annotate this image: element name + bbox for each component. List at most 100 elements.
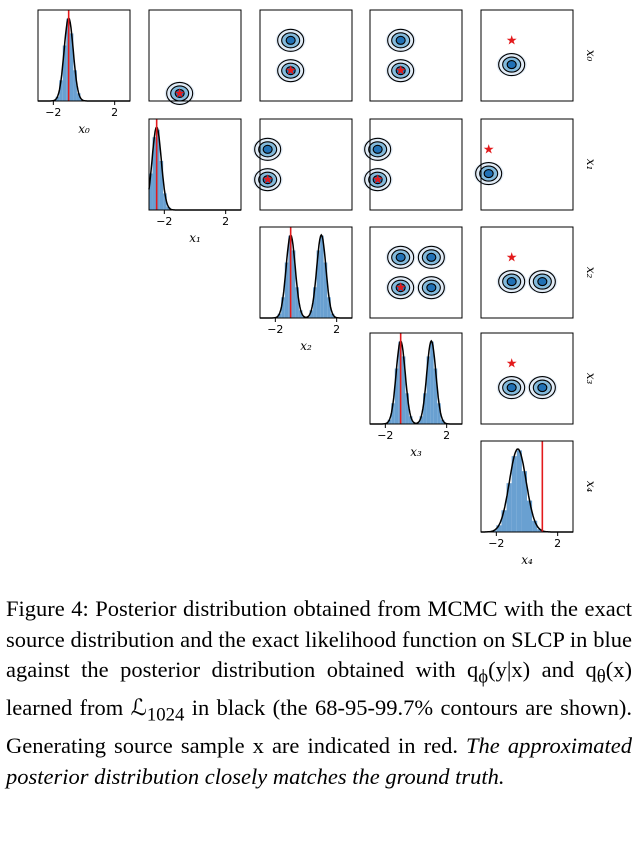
caption-q2-args: (x) learned from ℒ (6, 657, 632, 720)
approx-contour (502, 56, 522, 73)
joint-panel-1-4: ★ x₁ (473, 118, 598, 211)
histogram-bar (387, 419, 392, 424)
approx-contour (364, 137, 392, 161)
approx-contour (391, 279, 411, 296)
density-curve (38, 16, 130, 102)
y-axis-label: x₃ (584, 373, 598, 385)
approx-contour (506, 277, 517, 287)
approx-contour (532, 379, 552, 396)
panel-frame (259, 226, 353, 319)
mcmc-density (426, 253, 436, 262)
mcmc-density (537, 383, 547, 392)
panel-frame (480, 118, 574, 211)
approx-contour (258, 171, 278, 188)
caption-l-sub: 1024 (146, 704, 185, 726)
x-tick-label: 2 (333, 323, 340, 336)
approx-contour (285, 35, 296, 45)
histogram-bar (163, 193, 167, 210)
histogram-bar (430, 341, 434, 424)
approx-contour (387, 276, 415, 300)
panel-frame (480, 9, 574, 102)
histogram-bar (291, 250, 296, 318)
x-tick-label: 2 (222, 215, 229, 228)
x-axis-label: x₄ (521, 553, 533, 567)
x-axis-label: x₀ (78, 122, 90, 136)
marginal-panel-1: −2 2 x₁ (148, 118, 242, 245)
approx-contour (391, 249, 411, 266)
approx-contour (372, 144, 383, 154)
approx-contour (421, 249, 441, 266)
panel-frame (369, 332, 463, 425)
mcmc-density (373, 175, 383, 184)
mcmc-density (286, 36, 296, 45)
approx-contour (391, 32, 411, 49)
histogram-bar (159, 160, 164, 210)
approx-contour (498, 53, 526, 77)
y-axis-label: x₁ (584, 159, 598, 171)
histogram-bar (156, 129, 160, 210)
panel-frame (148, 118, 242, 211)
y-axis-label: x₂ (584, 267, 598, 279)
mcmc-density (507, 383, 517, 392)
true-value-star: ★ (483, 142, 495, 157)
true-value-star: ★ (395, 64, 407, 79)
histogram-bar (423, 393, 427, 424)
density-curve (370, 339, 462, 425)
histogram-bar (327, 297, 331, 318)
histogram-bar (295, 287, 299, 318)
histogram-bar (152, 137, 157, 210)
mcmc-density (263, 145, 273, 154)
corner-plot: −2 2x₀★★ ★★x₀−2 2x₁★ ★★x₁−2 2x₂★★x₂−2 2x₃★x₃−2… (37, 9, 598, 567)
mcmc-density (286, 66, 296, 75)
true-value-star: ★ (506, 356, 518, 371)
approx-contour (417, 276, 445, 300)
mcmc-density (175, 89, 185, 98)
approx-contour (387, 28, 415, 52)
approx-contour (537, 277, 548, 287)
approx-contour (166, 81, 194, 105)
approx-contour (479, 165, 499, 182)
histogram-bar (73, 70, 77, 101)
histogram-bar (149, 173, 153, 210)
histogram-bar (309, 310, 314, 318)
histogram-bar (511, 456, 517, 532)
histogram-bar (440, 419, 445, 424)
approx-contour (364, 168, 392, 192)
joint-panel-1-3: ★ (362, 118, 463, 211)
caption-q1-args: (y|x) and q (488, 657, 597, 682)
true-value-star: ★ (174, 86, 186, 101)
panel-frame (259, 118, 353, 211)
histogram-bar (55, 96, 60, 101)
true-value-star: ★ (395, 281, 407, 296)
marginal-panel-3: −2 2 x₃ (369, 332, 463, 459)
histogram-bar (496, 525, 502, 532)
y-axis-label: x₀ (584, 50, 598, 62)
approx-contour (391, 62, 411, 79)
panel-frame (480, 226, 574, 319)
approx-contour (258, 141, 278, 158)
approx-contour (368, 171, 388, 188)
approx-contour (174, 88, 185, 98)
approx-contour (372, 175, 383, 185)
histogram-bar (433, 368, 438, 424)
histogram-bar (419, 416, 424, 424)
mcmc-density (507, 60, 517, 69)
panel-frame (369, 118, 463, 211)
panel-frame (480, 332, 574, 425)
approx-contour (502, 379, 522, 396)
caption-q1-sub: ϕ (478, 666, 489, 688)
approx-contour (395, 66, 406, 76)
approx-contour (417, 245, 445, 269)
histogram-bar (323, 262, 328, 318)
approx-contour (498, 376, 526, 400)
caption-mid: in black (the 68-95-99.7% contours are s… (6, 695, 632, 758)
histogram-bar (277, 313, 282, 318)
approx-contour (395, 283, 406, 293)
mcmc-density (373, 145, 383, 154)
approx-contour (262, 175, 273, 185)
caption-q2-sub: θ (596, 666, 606, 688)
approx-contour (281, 32, 301, 49)
approx-contour (421, 279, 441, 296)
marginal-panel-0: −2 2 x₀ (37, 9, 131, 136)
histogram-bar (284, 262, 289, 318)
